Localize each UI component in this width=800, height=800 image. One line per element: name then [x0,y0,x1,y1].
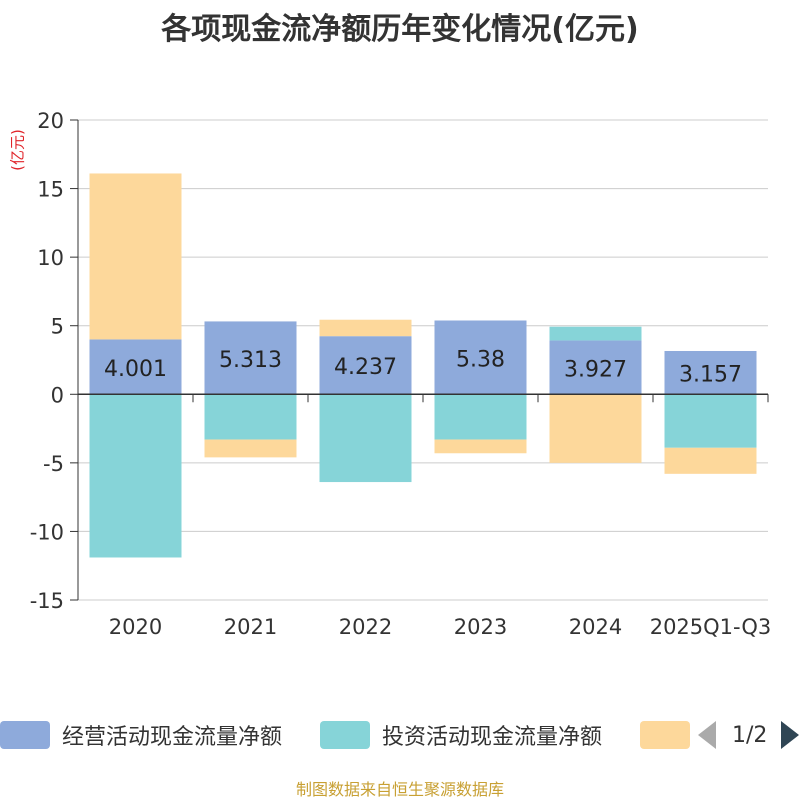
data-source-note: 制图数据来自恒生聚源数据库 [295,780,504,799]
legend-label-operating: 经营活动现金流量净额 [62,725,283,750]
chart-plot: 20 15 10 5 0 -5 -10 -15 2020 2021 2022 2023 2024 2025… [30,109,772,639]
data-label: 4.237 [334,355,397,380]
bar-segment[interactable] [434,394,527,440]
data-label: 3.157 [679,363,742,388]
x-tick-label: 2021 [224,615,277,639]
bar-segment[interactable] [89,394,182,558]
bar-segment[interactable] [204,394,297,440]
bar-segment[interactable] [89,339,182,395]
y-tick-label: -5 [43,452,64,476]
bar-segment[interactable] [319,336,412,395]
bar-segment[interactable] [549,394,642,463]
grid-lines [78,119,768,601]
legend-swatch-financing [640,721,690,749]
data-label: 5.38 [456,347,505,372]
data-label: 4.001 [104,357,167,382]
bar-segment[interactable] [204,321,297,395]
bar-segment[interactable] [434,320,527,395]
bar-segment[interactable] [319,394,412,483]
x-tick-label: 2024 [569,615,622,639]
legend-item-investing[interactable]: 投资活动现金流量净额 [320,712,602,758]
y-tick-label: -15 [30,589,64,613]
legend-prev-arrow-icon[interactable] [698,721,716,749]
bar-segment[interactable] [319,319,412,337]
bar-segment[interactable] [204,439,297,458]
x-tick-label: 2023 [454,615,507,639]
legend-page-indicator: 1/2 [732,722,768,748]
y-tick-label: 15 [37,178,64,202]
legend-item-operating[interactable]: 经营活动现金流量净额 [0,712,282,758]
y-tick-label: -10 [30,520,64,544]
bar-segment[interactable] [664,394,757,448]
y-tick-label: 5 [51,315,64,339]
legend-swatch-investing [320,721,370,749]
legend-swatch-operating [0,721,50,749]
data-label: 5.313 [219,348,282,373]
y-tick-label: 10 [37,246,64,270]
bar-segment[interactable] [434,439,527,454]
x-tick-label: 2022 [339,615,392,639]
legend: 经营活动现金流量净额 投资活动现金流量净额 [0,712,800,758]
bar-segment[interactable] [664,350,757,395]
chart-title: 各项现金流净额历年变化情况(亿元) [161,12,639,47]
legend-label-investing: 投资活动现金流量净额 [382,725,603,750]
bars [89,173,757,558]
y-tick-label: 20 [37,109,64,133]
x-tick-label: 2025Q1-Q3 [650,615,772,639]
axes: 20 15 10 5 0 -5 -10 -15 2020 2021 2022 2023 2024 2025… [30,109,772,639]
legend-item-financing[interactable] [640,712,702,758]
data-labels: 4.001 5.313 4.237 5.38 3.927 3.157 [104,347,742,387]
legend-next-arrow-icon[interactable] [781,721,800,749]
bar-segment[interactable] [549,340,642,395]
data-label: 3.927 [564,357,627,382]
y-tick-label: 0 [51,383,64,407]
bar-segment[interactable] [89,173,182,340]
legend-pager: 1/2 [698,712,800,758]
x-tick-label: 2020 [109,615,162,639]
bar-segment[interactable] [549,326,642,341]
bar-segment[interactable] [664,447,757,474]
